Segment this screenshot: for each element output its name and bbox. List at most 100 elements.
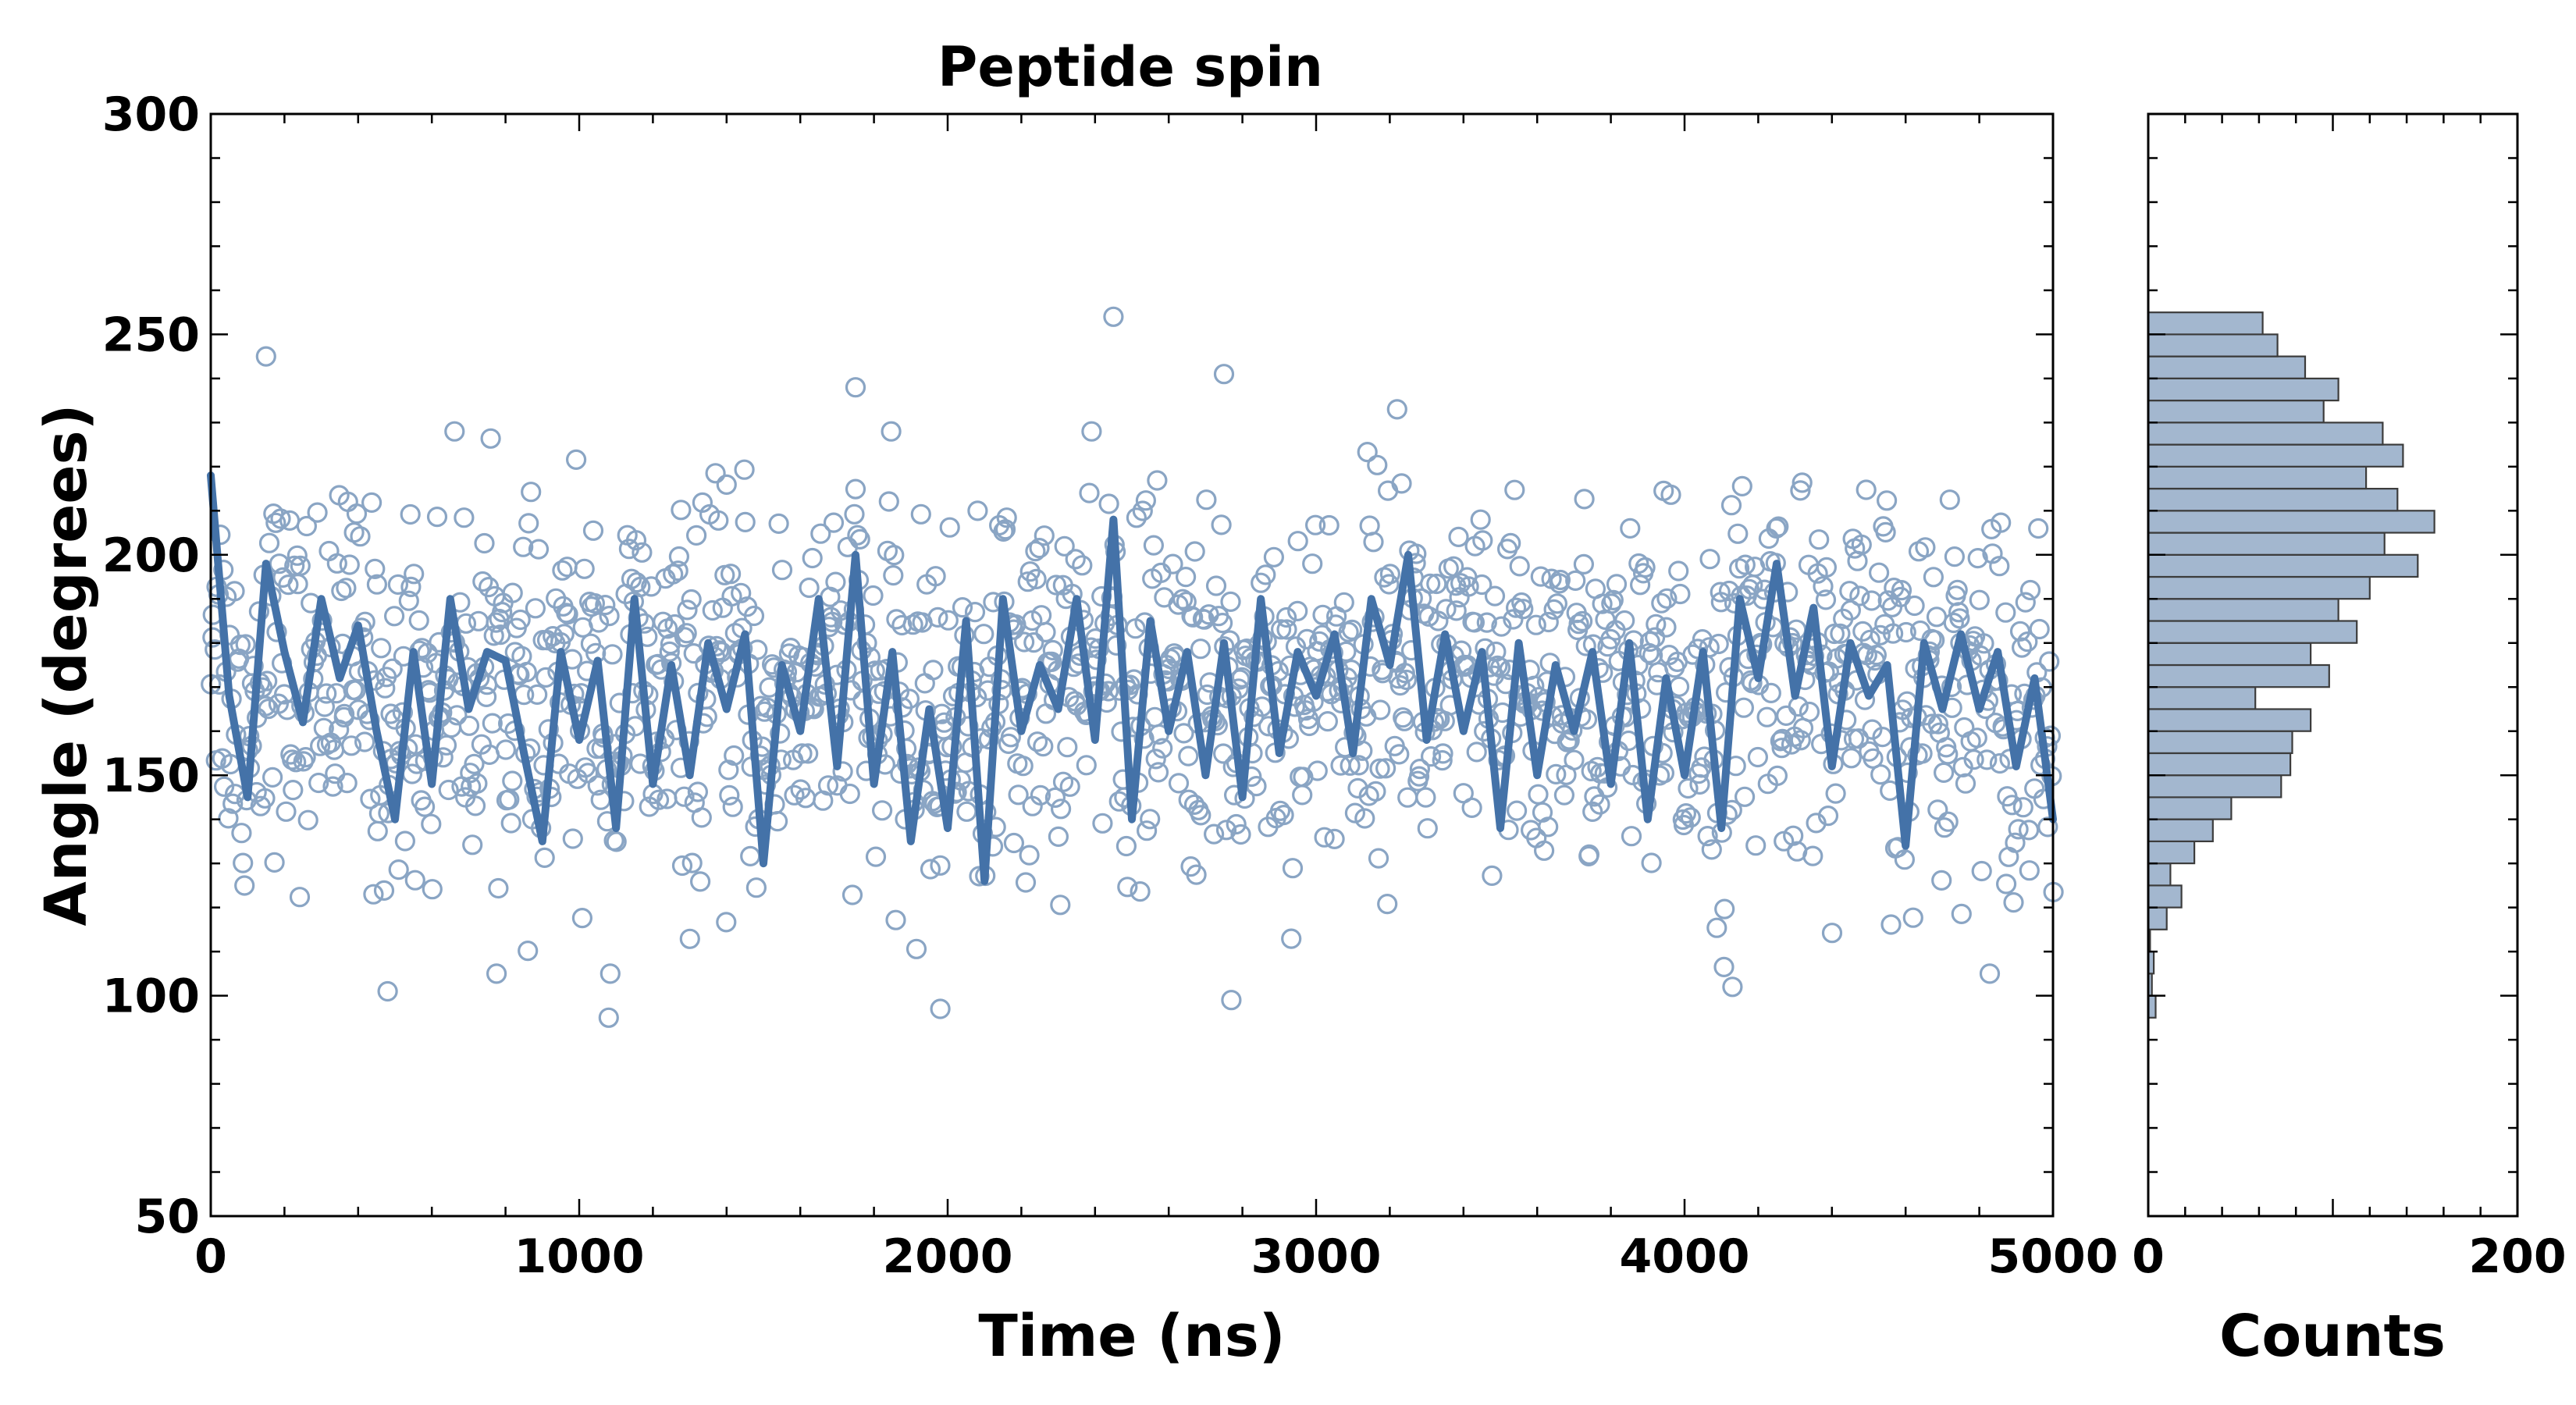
sample-point <box>2012 797 2033 818</box>
sample-point <box>488 877 509 899</box>
sample-point <box>1745 835 1767 856</box>
sample-point <box>743 605 765 627</box>
sample-point <box>588 612 610 633</box>
sample-point <box>1849 585 1870 606</box>
sample-point <box>720 564 742 585</box>
sample-point <box>1302 553 1323 574</box>
sample-point <box>1813 576 1834 597</box>
sample-point <box>681 589 702 610</box>
sample-point <box>325 763 346 784</box>
sample-point <box>502 582 523 603</box>
sample-point <box>1255 564 1276 585</box>
sample-point <box>289 887 311 908</box>
sample-point <box>1931 870 1952 891</box>
histogram-plot: 0 200 <box>2132 112 2567 1284</box>
sample-point <box>296 515 317 537</box>
sample-point <box>458 715 480 736</box>
sample-point <box>1013 631 1035 653</box>
sample-point <box>1263 546 1285 567</box>
sample-point <box>668 546 690 567</box>
histogram-bar <box>2147 708 2312 732</box>
outlier-point <box>598 1007 619 1028</box>
sample-point <box>927 606 948 628</box>
sample-point <box>1645 627 1666 648</box>
sample-point <box>1470 509 1491 530</box>
sample-point <box>1533 840 1555 861</box>
sample-point <box>2019 860 2040 881</box>
sample-point <box>1147 470 1168 491</box>
sample-point <box>754 701 775 722</box>
sample-point <box>1287 531 1308 552</box>
sample-point <box>1915 537 1936 558</box>
sample-point <box>1714 898 1735 919</box>
sample-point <box>584 592 606 614</box>
sample-point <box>1220 591 1241 613</box>
sample-point <box>1297 628 1318 650</box>
sample-point <box>354 611 375 632</box>
sample-point <box>1790 730 1811 751</box>
sample-point <box>1760 682 1781 704</box>
sample-point <box>1991 512 2012 533</box>
histogram-bar <box>2147 598 2339 622</box>
sample-point <box>716 912 737 933</box>
sample-point <box>810 523 831 544</box>
sample-point <box>486 612 507 633</box>
sample-point <box>234 875 255 896</box>
sample-point <box>1870 764 1891 785</box>
sample-point <box>214 776 235 797</box>
sample-point <box>817 775 839 796</box>
sample-point <box>1023 631 1044 653</box>
sample-point <box>863 585 884 606</box>
outlier-point <box>1722 976 1743 998</box>
sample-point <box>1030 784 1051 806</box>
sample-point <box>1419 573 1441 594</box>
sample-point <box>1482 865 1503 887</box>
sample-point <box>952 596 973 618</box>
sample-point <box>1270 619 1292 640</box>
sample-point <box>278 574 299 596</box>
sample-point <box>1115 835 1137 857</box>
sample-point <box>1660 484 1681 505</box>
sample-point <box>1841 748 1862 769</box>
sample-point <box>1790 480 1811 501</box>
sample-point <box>1937 811 1959 832</box>
sample-point <box>1989 752 2010 774</box>
sample-point <box>1708 633 1729 655</box>
sample-point <box>832 761 853 782</box>
sample-point <box>1635 557 1656 578</box>
sample-point <box>1951 903 1972 925</box>
sample-point <box>1706 917 1727 938</box>
sample-point <box>687 781 709 802</box>
sample-point <box>1145 749 1166 770</box>
sample-point <box>1476 612 1497 633</box>
sample-point <box>1550 569 1571 591</box>
sample-point <box>1937 744 1959 765</box>
sample-point <box>365 558 386 580</box>
sample-point <box>2003 891 2024 913</box>
sample-point <box>978 728 999 750</box>
sample-point <box>400 503 421 525</box>
sample-point <box>574 558 595 579</box>
sample-point <box>2009 621 2031 642</box>
sample-point <box>1140 809 1161 830</box>
sample-point <box>1979 963 2001 984</box>
sample-point <box>1530 566 1551 587</box>
sample-point <box>884 544 905 566</box>
sample-point <box>956 801 977 822</box>
sample-point <box>264 852 285 873</box>
sample-point <box>1282 858 1304 879</box>
sample-point <box>784 784 805 806</box>
sample-point <box>1768 516 1789 537</box>
sample-point <box>1969 645 1991 667</box>
sample-point <box>1190 805 1212 826</box>
sample-point <box>914 673 935 694</box>
sample-point <box>1840 599 1861 621</box>
sample-point <box>993 521 1014 542</box>
sample-point <box>360 788 381 809</box>
sample-point <box>1506 800 1528 821</box>
sample-point <box>1799 701 1820 723</box>
sample-point <box>1830 623 1851 644</box>
sample-point <box>625 530 647 551</box>
sample-point <box>973 624 994 645</box>
sample-point <box>218 808 239 829</box>
